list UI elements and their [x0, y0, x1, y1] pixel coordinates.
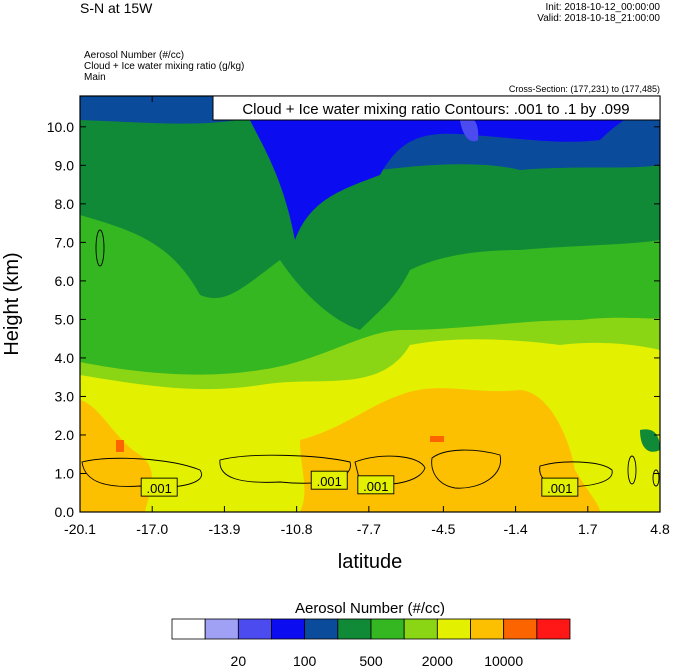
y-axis: 0.0 1.0 2.0 3.0 4.0 5.0 6.0 7.0 8.0 9.0 10.0 [47, 119, 660, 520]
y-tick-label: 1.0 [55, 465, 75, 481]
field-cloud-ice: Cloud + Ice water mixing ratio (g/kg) [84, 61, 245, 72]
field-main: Main [84, 72, 106, 83]
colorbar-swatch [470, 618, 505, 640]
x-tick-label: -10.8 [281, 521, 313, 537]
contour-label-box [541, 477, 579, 497]
colorbar-swatch [171, 618, 206, 640]
colorbar-swatch [337, 618, 372, 640]
colorbar-swatch [436, 618, 471, 640]
valid-time: Valid: 2018-10-18_21:00:00 [537, 13, 660, 24]
y-tick-label: 9.0 [55, 157, 75, 173]
x-tick-label: -1.4 [504, 521, 528, 537]
field-aerosol: Aerosol Number (#/cc) [84, 50, 185, 61]
colorbar-swatch [536, 618, 571, 640]
contour-label: .001 [317, 474, 342, 489]
colorbar-label: 20 [231, 653, 247, 668]
contour-info-box [212, 95, 661, 121]
shaded-field [80, 96, 660, 512]
cross-section-label: Cross-Section: (177,231) to (177,485) [508, 84, 660, 94]
x-tick-label: -4.5 [431, 521, 455, 537]
x-tick-label: -13.9 [208, 521, 240, 537]
colorbar-swatch [503, 618, 538, 640]
contour-label: .001 [147, 481, 172, 496]
y-tick-label: 0.0 [55, 504, 75, 520]
x-tick-label: -7.7 [357, 521, 381, 537]
colorbar-label: 10000 [484, 653, 523, 668]
y-tick-label: 4.0 [55, 350, 75, 366]
colorbar-labels: 20 100 500 2000 10000 [231, 653, 524, 668]
x-tick-label: 1.7 [578, 521, 598, 537]
colorbar-swatch [204, 618, 239, 640]
y-tick-label: 6.0 [55, 273, 75, 289]
colorbar-swatch [370, 618, 405, 640]
colorbar-label: 100 [293, 653, 317, 668]
y-tick-label: 3.0 [55, 388, 75, 404]
colorbar-swatch [304, 618, 339, 640]
x-axis-label: latitude [338, 551, 403, 573]
colorbar-swatch [403, 618, 438, 640]
y-tick-label: 10.0 [47, 119, 74, 135]
colorbar-swatch [271, 618, 306, 640]
x-tick-label: -20.1 [64, 521, 96, 537]
x-axis: -20.1 -17.0 -13.9 -10.8 -7.7 -4.5 -1.4 1.7 4.8 [64, 96, 670, 537]
x-tick-label: -17.0 [136, 521, 168, 537]
y-tick-label: 7.0 [55, 234, 75, 250]
contour-label: .001 [363, 479, 388, 494]
contour-label-box [140, 477, 178, 497]
init-time: Init: 2018-10-12_00:00:00 [545, 2, 660, 13]
contour-labels: .001 .001 .001 .001 [140, 470, 579, 497]
y-axis-label: Height (km) [1, 252, 23, 355]
colorbar-label: 500 [359, 653, 383, 668]
contour-info-text: Cloud + Ice water mixing ratio Contours:… [242, 101, 629, 118]
contour-label: .001 [547, 481, 572, 496]
y-tick-label: 5.0 [55, 311, 75, 327]
init-valid-times: Init: 2018-10-12_00:00:00 Valid: 2018-10… [537, 2, 660, 24]
contour-label-box [357, 475, 395, 495]
x-tick-label: 4.8 [650, 521, 670, 537]
y-tick-label: 8.0 [55, 196, 75, 212]
colorbar [171, 618, 571, 640]
contour-label-box [310, 470, 348, 490]
colorbar-swatch [237, 618, 272, 640]
field-list: Aerosol Number (#/cc) Cloud + Ice water … [84, 50, 244, 83]
plot-title: S-N at 15W [80, 0, 153, 16]
colorbar-title: Aerosol Number (#/cc) [295, 600, 445, 617]
y-tick-label: 2.0 [55, 427, 75, 443]
colorbar-label: 2000 [422, 653, 453, 668]
